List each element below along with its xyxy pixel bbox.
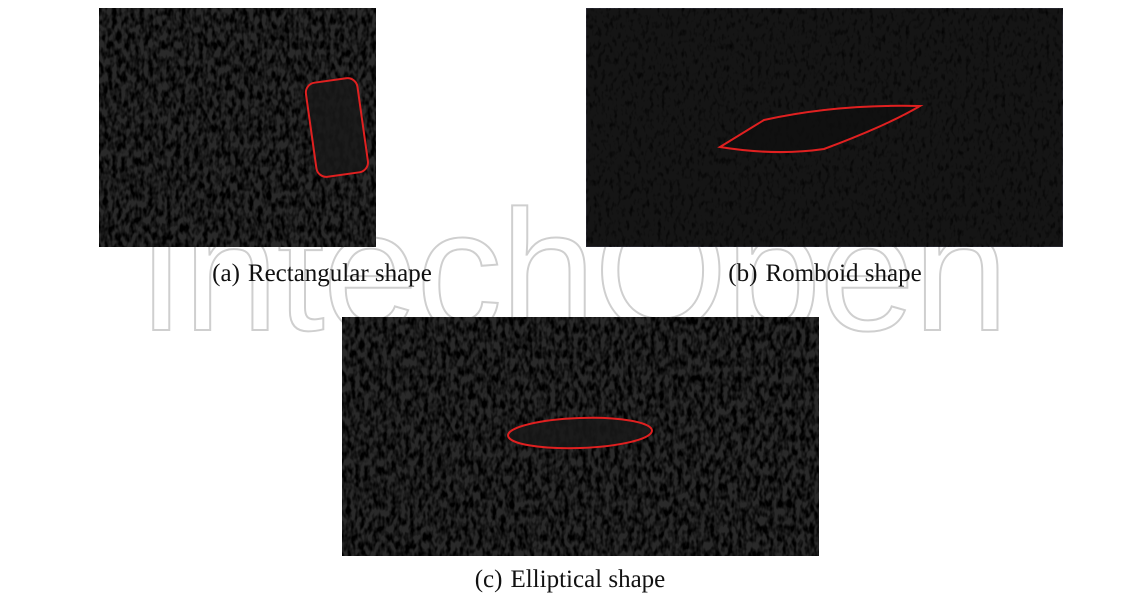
caption-label: (b): [728, 260, 758, 287]
caption-text: Romboid shape: [765, 260, 922, 287]
image-panel: [586, 8, 1063, 247]
target-outline: [717, 104, 924, 154]
caption: (c) Elliptical shape: [475, 566, 666, 594]
caption-label: (c): [474, 566, 503, 593]
caption-text: Elliptical shape: [510, 566, 666, 593]
caption-text: Rectangular shape: [247, 260, 432, 287]
target-outline: [507, 416, 653, 450]
image-panel: [99, 8, 376, 247]
caption-label: (a): [212, 260, 240, 287]
caption: (a) Rectangular shape: [212, 260, 432, 288]
target-outline: [304, 77, 369, 178]
caption: (b) Romboid shape: [728, 260, 921, 288]
image-panel: [342, 317, 819, 556]
